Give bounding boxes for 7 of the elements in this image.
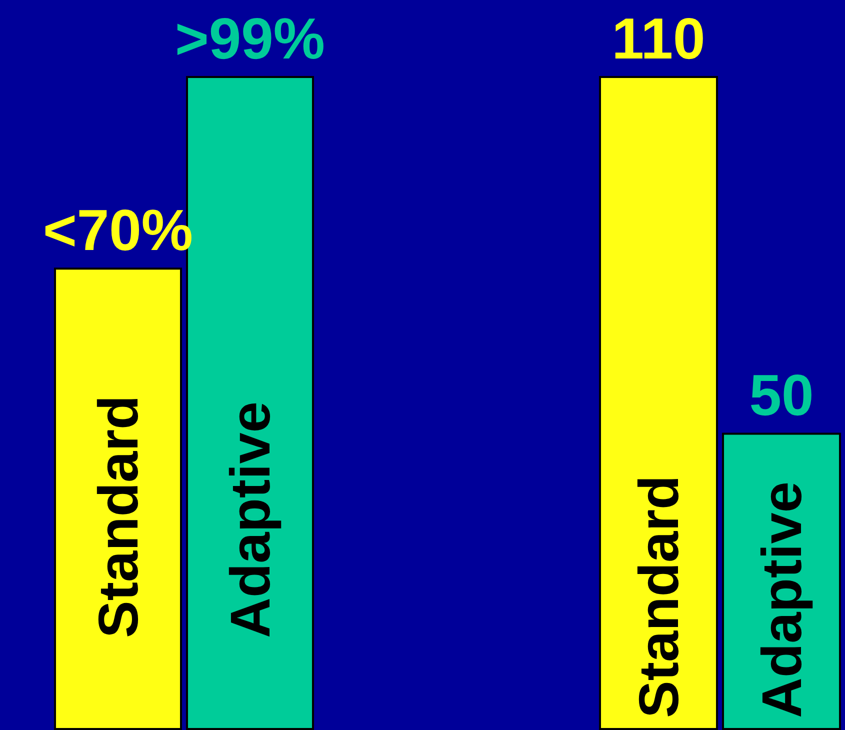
data-label: 110: [612, 6, 706, 72]
data-label: 50: [749, 363, 814, 428]
x-tick-label: Adaptive: [218, 402, 282, 638]
data-label: >99%: [175, 6, 325, 72]
x-tick-label: Standard: [86, 395, 150, 638]
x-tick-label: Adaptive: [750, 482, 813, 718]
x-tick-label: Standard: [627, 475, 690, 718]
